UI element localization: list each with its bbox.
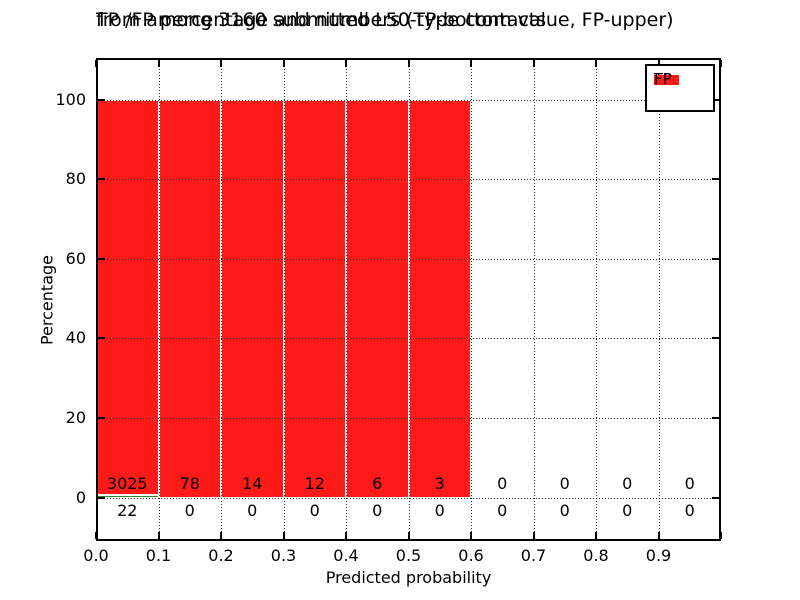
bar-fp-segment [283,99,346,498]
tp-count-label: 0 [622,501,633,520]
y-tick-label: 60 [65,248,86,268]
tick-mark [712,497,719,499]
gridline-vertical [534,60,535,539]
x-tick-label: 0.3 [270,546,297,565]
chart-title-line2: from among 3160 submitted L50-type conta… [96,9,547,31]
x-tick-label: 0.8 [583,546,609,565]
tick-mark [98,497,105,499]
x-tick-label: 0.1 [145,546,172,565]
tick-mark [470,532,472,539]
tick-mark [720,60,722,67]
gridline-vertical [221,60,222,539]
fp-count-label: 78 [179,474,200,493]
tick-mark [158,60,160,67]
tp-count-label: 0 [247,501,258,520]
tick-mark [533,532,535,539]
tick-mark [95,60,97,67]
x-tick-label: 0.9 [645,546,672,565]
gridline-horizontal [98,179,719,180]
fp-count-label: 14 [242,474,263,493]
tick-mark [595,532,597,539]
fp-count-label: 6 [372,474,383,493]
gridline-horizontal [98,100,719,101]
tick-mark [408,60,410,67]
tick-mark [95,532,97,539]
tick-mark [595,60,597,67]
tick-mark [98,258,105,260]
tp-count-label: 0 [372,501,383,520]
tp-count-label: 22 [117,501,138,520]
tp-count-label: 0 [184,501,195,520]
legend-label-fp: FP [654,70,672,88]
tick-mark [712,258,719,260]
plot-area [96,58,721,541]
tp-count-label: 0 [684,501,695,520]
tick-mark [712,417,719,419]
gridline-vertical [159,60,160,539]
bar-fp-segment [158,99,221,498]
gridline-horizontal [98,338,719,339]
x-tick-label: 0.6 [458,546,484,565]
x-tick-label: 0.0 [83,546,109,565]
tick-mark [533,60,535,67]
tick-mark [408,532,410,539]
fp-count-label: 0 [684,474,695,493]
legend: TP FP [645,64,715,112]
tick-mark [470,60,472,67]
fp-count-label: 0 [497,474,508,493]
tp-count-label: 0 [434,501,445,520]
y-tick-label: 40 [65,328,86,348]
tick-mark [283,532,285,539]
tick-mark [283,60,285,67]
fp-count-label: 12 [304,474,325,493]
fp-count-label: 3025 [106,474,148,493]
gridline-vertical [596,60,597,539]
tp-count-label: 0 [309,501,320,520]
x-tick-label: 0.5 [395,546,422,565]
bar-fp-segment [96,99,159,495]
gridline-horizontal [98,418,719,419]
tick-mark [345,532,347,539]
tick-mark [720,532,722,539]
gridline-horizontal [98,498,719,499]
x-axis-label: Predicted probability [325,568,492,587]
tick-mark [712,178,719,180]
fp-count-label: 0 [622,474,633,493]
y-tick-label: 20 [65,407,86,427]
fp-count-label: 0 [559,474,570,493]
x-tick-label: 0.4 [333,546,359,565]
tick-mark [98,99,105,101]
tick-mark [345,60,347,67]
gridline-vertical [346,60,347,539]
tick-mark [98,337,105,339]
y-tick-label: 100 [55,89,86,109]
y-tick-label: 0 [75,487,86,507]
tick-mark [658,60,660,67]
gridline-vertical [409,60,410,539]
tick-mark [712,99,719,101]
gridline-vertical [659,60,660,539]
tick-mark [158,532,160,539]
x-tick-label: 0.7 [520,546,547,565]
tick-mark [658,532,660,539]
gridline-vertical [471,60,472,539]
x-tick-label: 0.2 [208,546,234,565]
tick-mark [712,337,719,339]
fp-count-label: 3 [434,474,445,493]
tp-count-label: 0 [497,501,508,520]
tick-mark [220,60,222,67]
tick-mark [98,417,105,419]
tp-count-label: 0 [559,501,570,520]
tick-mark [220,532,222,539]
gridline-vertical [284,60,285,539]
tick-mark [98,178,105,180]
gridline-horizontal [98,259,719,260]
bar-fp-segment [408,99,471,498]
y-tick-label: 80 [65,169,86,189]
chart-title-line1: TP /FP percentage and numbers (TP-bottom… [96,9,674,31]
legend-swatch-fp [654,74,679,85]
